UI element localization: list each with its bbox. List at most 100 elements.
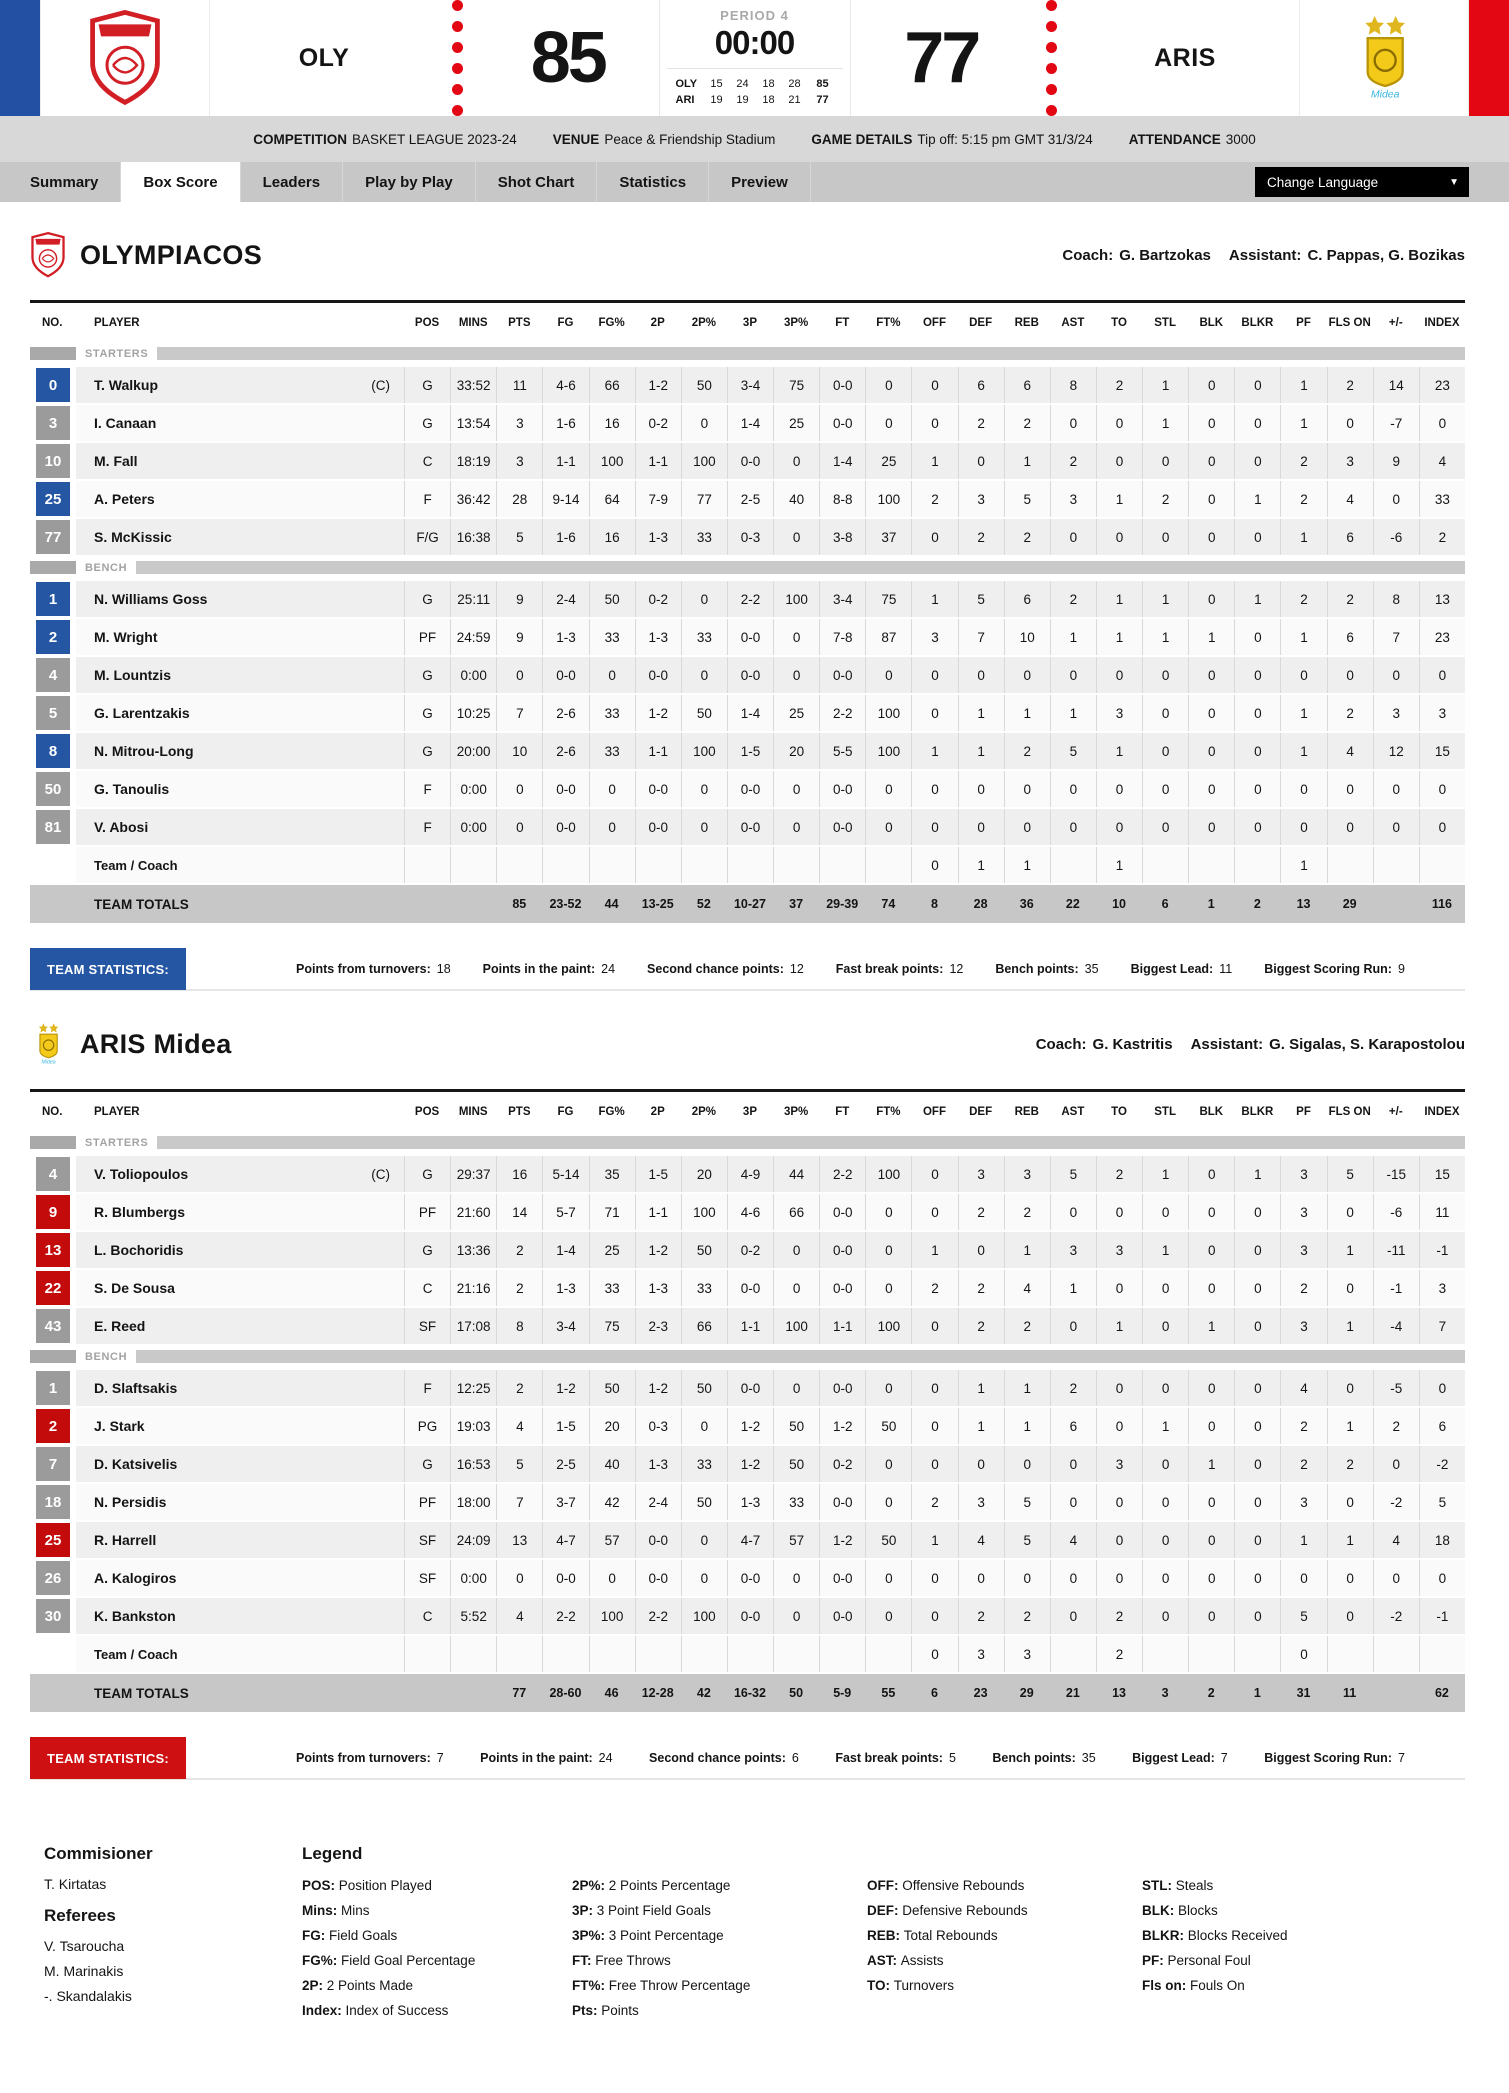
stat-cell bbox=[819, 1636, 866, 1672]
stat-cell: 18 bbox=[1418, 1522, 1465, 1558]
stat-cell: 0 bbox=[865, 809, 912, 845]
stat-cell: C bbox=[404, 1270, 451, 1306]
stat-cell: 4 bbox=[1280, 1370, 1327, 1406]
team-stat-label: Fast break points: bbox=[835, 962, 944, 976]
info-item: GAME DETAILS Tip off: 5:15 pm GMT 31/3/24 bbox=[811, 132, 1092, 147]
home-abbr-label: OLY bbox=[298, 43, 350, 72]
stat-cell: 5 bbox=[1003, 481, 1050, 517]
svg-text:Midea: Midea bbox=[1371, 89, 1400, 101]
stat-cell: 0 bbox=[1049, 1560, 1096, 1596]
stat-cell: 1 bbox=[1049, 1270, 1096, 1306]
stat-cell: 0-0 bbox=[819, 809, 866, 845]
stat-cell: 0 bbox=[1234, 657, 1281, 693]
language-selector[interactable]: Change Language ▼ bbox=[1255, 167, 1469, 197]
quarter-score: 15 bbox=[710, 78, 723, 90]
tab-summary[interactable]: Summary bbox=[8, 162, 122, 202]
legend-desc: Assists bbox=[900, 1953, 944, 1968]
stat-cell: 6 bbox=[1049, 1408, 1096, 1444]
team-stat-value: 35 bbox=[1081, 1751, 1096, 1765]
stat-cell bbox=[773, 847, 820, 883]
coach-label: Coach: bbox=[1062, 246, 1114, 264]
player-name-cell: R. Harrell bbox=[76, 1522, 404, 1558]
stat-cell: -6 bbox=[1372, 1194, 1419, 1230]
stat-cell: 13-25 bbox=[641, 897, 674, 911]
stat-cell: 18:00 bbox=[450, 1484, 497, 1520]
tab-statistics[interactable]: Statistics bbox=[597, 162, 710, 202]
team-section-away: Midea ARIS Midea Coach: G. Kastritis Assist… bbox=[30, 1021, 1465, 1780]
column-header: FG% bbox=[598, 317, 625, 329]
legend-abbr: BLK: bbox=[1142, 1903, 1178, 1918]
stat-cell: 1-6 bbox=[542, 405, 589, 441]
player-name: V. Abosi bbox=[94, 819, 149, 835]
stat-cell: 100 bbox=[680, 1194, 727, 1230]
stat-cell: 4 bbox=[957, 1522, 1004, 1558]
tab-leaders[interactable]: Leaders bbox=[241, 162, 344, 202]
stat-cell: 0-0 bbox=[819, 1270, 866, 1306]
stat-cell: 0 bbox=[1418, 1560, 1465, 1596]
stat-cell: 20 bbox=[680, 1156, 727, 1192]
stat-cell: 2-5 bbox=[726, 481, 774, 517]
olympiacos-logo-small bbox=[30, 232, 66, 278]
player-number-badge: 2 bbox=[36, 620, 70, 654]
stat-cell: 19:03 bbox=[450, 1408, 497, 1444]
player-name-cell: G. Larentzakis bbox=[76, 695, 404, 731]
stat-cell: 5:52 bbox=[450, 1598, 497, 1634]
player-name-cell: R. Blumbergs bbox=[76, 1194, 404, 1230]
column-header: STL bbox=[1154, 1106, 1176, 1118]
stat-cell: 1-5 bbox=[634, 1156, 681, 1192]
stat-cell: 29-39 bbox=[826, 897, 859, 911]
stat-cell: 4-6 bbox=[542, 367, 589, 403]
tab-play-by-play[interactable]: Play by Play bbox=[343, 162, 476, 202]
stat-cell: 2-2 bbox=[634, 1598, 681, 1634]
team-stat-item: Biggest Lead: 11 bbox=[1131, 962, 1233, 976]
stat-cell: 0 bbox=[1188, 481, 1235, 517]
stat-cell: 10 bbox=[496, 733, 543, 769]
stat-cell: 0 bbox=[1280, 1560, 1327, 1596]
stat-cell: 29:37 bbox=[450, 1156, 497, 1192]
stat-cell: 0 bbox=[496, 657, 543, 693]
stat-cell: 100 bbox=[680, 443, 727, 479]
stat-cell: 0 bbox=[1234, 809, 1281, 845]
player-number-cell: 25 bbox=[30, 1522, 76, 1558]
away-logo-box: Midea bbox=[1299, 0, 1469, 116]
stat-cell: 0:00 bbox=[450, 771, 497, 807]
stat-cell: 50 bbox=[680, 695, 727, 731]
table-row: 1 D. Slaftsakis F 12:25 2 1-2 50 1-2 50 0-0 0 0-0 0 0… bbox=[30, 1370, 1465, 1406]
stat-cell: 0 bbox=[865, 1446, 912, 1482]
legend-abbr: OFF: bbox=[867, 1878, 903, 1893]
section-label: STARTERS bbox=[85, 1136, 149, 1149]
legend-entry: Index: Index of Success bbox=[302, 2003, 572, 2018]
legend-entry: 3P: 3 Point Field Goals bbox=[572, 1903, 867, 1918]
stat-cell: 2 bbox=[1003, 1598, 1050, 1634]
stat-cell: 0-0 bbox=[726, 619, 774, 655]
tab-shot-chart[interactable]: Shot Chart bbox=[476, 162, 598, 202]
stat-cell bbox=[542, 1636, 589, 1672]
info-item: COMPETITION BASKET LEAGUE 2023-24 bbox=[253, 132, 517, 147]
column-header: FG bbox=[557, 1106, 574, 1118]
stat-cell: 0 bbox=[957, 1560, 1004, 1596]
stat-cell: 11 bbox=[1418, 1194, 1465, 1230]
stat-cell: 0-0 bbox=[634, 657, 681, 693]
team-stat-value: 12 bbox=[789, 962, 804, 976]
legend-entry: FG%: Field Goal Percentage bbox=[302, 1953, 572, 1968]
stat-cell: 33 bbox=[588, 695, 635, 731]
tab-preview[interactable]: Preview bbox=[709, 162, 811, 202]
stat-cell: 1 bbox=[1207, 897, 1215, 911]
player-name: M. Wright bbox=[94, 629, 158, 645]
stat-cell: 13 bbox=[496, 1522, 543, 1558]
stat-cell: 0 bbox=[1188, 1408, 1235, 1444]
stat-cell: 0 bbox=[1188, 1270, 1235, 1306]
stat-cell: 0 bbox=[1234, 367, 1281, 403]
stat-cell: 0 bbox=[680, 809, 727, 845]
legend-entry: Fls on: Fouls On bbox=[1142, 1978, 1465, 1993]
info-item-value: BASKET LEAGUE 2023-24 bbox=[351, 131, 517, 147]
legend-entry: 3P%: 3 Point Percentage bbox=[572, 1928, 867, 1943]
tab-box-score[interactable]: Box Score bbox=[121, 162, 241, 202]
info-item-value: Tip off: 5:15 pm GMT 31/3/24 bbox=[917, 131, 1093, 147]
player-name-cell: D. Slaftsakis bbox=[76, 1370, 404, 1406]
stat-cell: F bbox=[404, 771, 451, 807]
stat-cell: 0 bbox=[1280, 657, 1327, 693]
stat-cell: 2 bbox=[496, 1270, 543, 1306]
team-stat-value: 11 bbox=[1219, 962, 1233, 976]
